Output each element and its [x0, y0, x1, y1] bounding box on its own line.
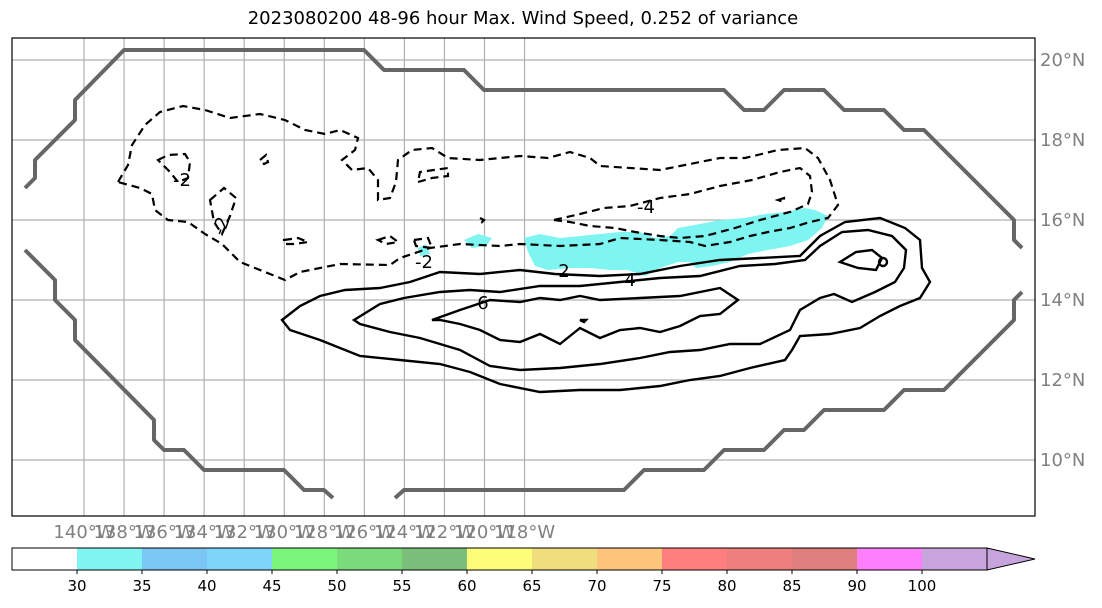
contour-label-pos2: 2 [558, 261, 569, 282]
colorbar-segment [727, 548, 792, 570]
map-background [12, 38, 1035, 516]
contour-neg2-inner-a [156, 152, 192, 184]
colorbar-tick-label: 100 [908, 577, 937, 595]
colorbar-tick-label: 55 [392, 577, 411, 595]
negative-contours [116, 104, 840, 282]
colorbar-tick-label: 75 [652, 577, 671, 595]
contour-pos0-ring [877, 256, 889, 268]
map-frame [11, 37, 1036, 517]
contour-pos6 [431, 286, 741, 346]
colorbar-tick-label: 90 [847, 577, 866, 595]
lon-tick-label: 140°W [53, 522, 114, 543]
contour-neg4-dot [477, 215, 486, 224]
colorbar-segment [597, 548, 662, 570]
lon-tick-label: 132°W [214, 522, 275, 543]
positive-contours [280, 216, 932, 394]
lon-tick-label: 128°W [294, 522, 355, 543]
contour-label-neg2-a: -2 [173, 170, 191, 191]
lon-tick-label: 118°W [494, 522, 555, 543]
contour-label-pos4: 4 [624, 270, 635, 291]
gridlines [12, 38, 1035, 516]
lon-tick-label: 126°W [334, 522, 395, 543]
colorbar-segment [532, 548, 597, 570]
colorbar-segment [272, 548, 337, 570]
contour-neg2-inner-f [412, 236, 434, 250]
colorbar-segment [857, 548, 922, 570]
latitude-tick-labels: 20°N 18°N 16°N 14°N 12°N 10°N [1040, 50, 1085, 471]
colorbar-tick-label: 35 [132, 577, 151, 595]
contour-label-neg4: -4 [637, 197, 655, 218]
colorbar-tick-label: 85 [782, 577, 801, 595]
colorbar-segment [922, 548, 987, 570]
colorbar-segment [207, 548, 272, 570]
colorbar-tick-label: 45 [262, 577, 281, 595]
colorbar-segment [402, 548, 467, 570]
contour-neg2-inner-d [282, 236, 313, 246]
colorbar-outline [11, 547, 987, 571]
lon-tick-label: 138°W [93, 522, 154, 543]
boundary-south-east [393, 290, 1024, 500]
colorbar-segment [337, 548, 402, 570]
colorbar-tick-label: 70 [587, 577, 606, 595]
contour-neg2-inner-c [258, 153, 270, 166]
lon-tick-label: 130°W [254, 522, 315, 543]
colorbar-extend-arrow [986, 547, 1036, 571]
lat-tick-label: 20°N [1040, 50, 1085, 71]
contour-neg4-dot-b [774, 196, 786, 204]
contour-pos6-dot [579, 318, 589, 324]
colorbar-segment [662, 548, 727, 570]
colorbar-tick-label: 50 [327, 577, 346, 595]
lat-tick-label: 16°N [1040, 210, 1085, 231]
lat-tick-label: 10°N [1040, 450, 1085, 471]
contour-pos4 [351, 228, 908, 372]
contour-neg2-inner-g [416, 166, 450, 184]
lon-tick-label: 136°W [134, 522, 195, 543]
boundary-lines [23, 48, 1024, 500]
lat-tick-label: 18°N [1040, 130, 1085, 151]
colorbar-tick-label: 65 [522, 577, 541, 595]
boundary-south-west [23, 248, 335, 500]
lon-tick-label: 134°W [174, 522, 235, 543]
colorbar-segment [12, 548, 77, 570]
map-title: 2023080200 48-96 hour Max. Wind Speed, 0… [247, 8, 799, 29]
colorbar: 30 35 40 45 50 55 60 65 70 75 80 85 90 100 [11, 547, 1036, 595]
colorbar-segment [77, 548, 142, 570]
contour-neg2-west [116, 104, 840, 282]
colorbar-tick-label: 80 [717, 577, 736, 595]
lat-tick-label: 14°N [1040, 290, 1085, 311]
colorbar-tick-label: 40 [197, 577, 216, 595]
contour-neg2-inner-b [208, 186, 238, 237]
lon-tick-label: 122°W [414, 522, 475, 543]
lon-tick-label: 124°W [374, 522, 435, 543]
lon-tick-label: 120°W [454, 522, 515, 543]
lat-tick-label: 12°N [1040, 370, 1085, 391]
contour-label-neg2-c: -2 [415, 252, 433, 273]
colorbar-tick-label: 60 [457, 577, 476, 595]
contour-label-pos6: 6 [477, 293, 488, 314]
longitude-tick-labels: 140°W138°W136°W134°W132°W130°W128°W126°W… [53, 522, 555, 543]
colorbar-segment [142, 548, 207, 570]
contour-neg4 [553, 166, 814, 240]
colorbar-tick-label: 30 [67, 577, 86, 595]
colorbar-segment [792, 548, 857, 570]
boundary-north [23, 48, 1024, 250]
contour-pos2 [280, 216, 932, 394]
colorbar-segment [467, 548, 532, 570]
